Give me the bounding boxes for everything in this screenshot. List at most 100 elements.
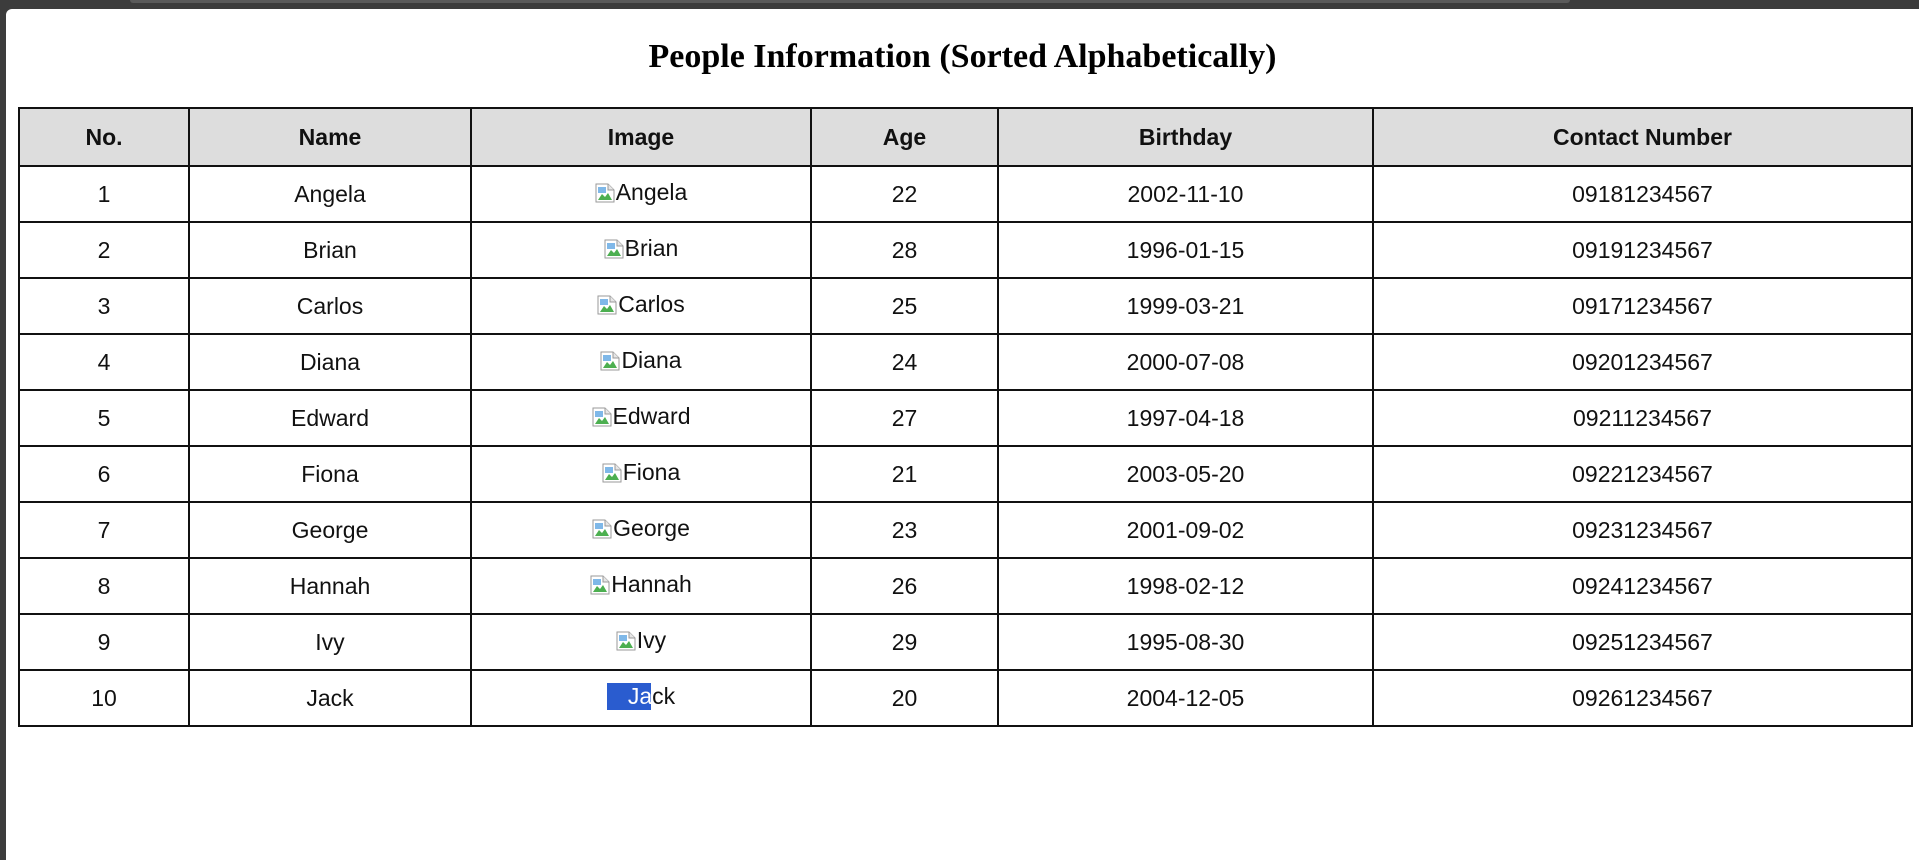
person-image: Hannah — [590, 571, 692, 598]
cell-name: Carlos — [188, 277, 472, 335]
table-row: 9 Ivy Ivy 29 1995-08-30 09251234567 — [18, 613, 1913, 671]
cell-contact-number: 09181234567 — [1372, 165, 1913, 223]
cell-image: Diana — [470, 333, 812, 391]
cell-age: 22 — [810, 165, 999, 223]
cell-birthday: 1999-03-21 — [997, 277, 1374, 335]
cell-image: Jack — [470, 669, 812, 727]
image-alt-text: Edward — [612, 403, 691, 430]
cell-image: Edward — [470, 389, 812, 447]
cell-birthday: 1995-08-30 — [997, 613, 1374, 671]
cell-contact-number: 09221234567 — [1372, 445, 1913, 503]
cell-image: Hannah — [470, 557, 812, 615]
cell-no: 9 — [18, 613, 190, 671]
table-row: 5 Edward Edward 27 1997-04-18 0921123456… — [18, 389, 1913, 447]
cell-name: Ivy — [188, 613, 472, 671]
cell-contact-number: 09241234567 — [1372, 557, 1913, 615]
image-alt-text: Fiona — [622, 459, 681, 486]
image-alt-text: Brian — [624, 235, 679, 262]
cell-birthday: 1998-02-12 — [997, 557, 1374, 615]
cell-name: Fiona — [188, 445, 472, 503]
person-image: Jack — [606, 683, 676, 711]
table-row: 10 Jack Jack 20 2004-12-05 09261234567 — [18, 669, 1913, 727]
person-image: Fiona — [602, 459, 681, 486]
cell-age: 26 — [810, 557, 999, 615]
browser-top-bar — [130, 0, 1570, 3]
cell-name: Brian — [188, 221, 472, 279]
table-row: 6 Fiona Fiona 21 2003-05-20 09221234567 — [18, 445, 1913, 503]
table-row: 7 George George 23 2001-09-02 0923123456… — [18, 501, 1913, 559]
person-image: Edward — [592, 403, 691, 430]
cell-no: 3 — [18, 277, 190, 335]
broken-image-icon — [592, 407, 612, 427]
cell-age: 25 — [810, 277, 999, 335]
person-image: George — [592, 515, 690, 542]
image-alt-text: Diana — [621, 347, 682, 374]
broken-image-icon — [590, 575, 610, 595]
cell-no: 10 — [18, 669, 190, 727]
page-content: People Information (Sorted Alphabeticall… — [6, 9, 1919, 860]
person-image: Brian — [604, 235, 679, 262]
image-alt-text: George — [613, 515, 690, 542]
image-alt-text: Jack — [628, 683, 675, 710]
broken-image-icon — [597, 295, 617, 315]
broken-image-icon — [592, 519, 612, 539]
cell-no: 1 — [18, 165, 190, 223]
image-alt-text: Hannah — [611, 571, 692, 598]
cell-image: George — [470, 501, 812, 559]
person-image: Carlos — [597, 291, 685, 318]
cell-name: Diana — [188, 333, 472, 391]
column-header-image: Image — [470, 107, 812, 167]
cell-birthday: 2003-05-20 — [997, 445, 1374, 503]
cell-image: Brian — [470, 221, 812, 279]
cell-no: 6 — [18, 445, 190, 503]
cell-age: 24 — [810, 333, 999, 391]
table-body: 1 Angela Angela 22 2002-11-10 0918123456… — [18, 165, 1913, 727]
broken-image-icon — [616, 631, 636, 651]
broken-image-icon — [604, 239, 624, 259]
cell-name: Edward — [188, 389, 472, 447]
cell-contact-number: 09171234567 — [1372, 277, 1913, 335]
cell-name: Jack — [188, 669, 472, 727]
cell-birthday: 2002-11-10 — [997, 165, 1374, 223]
cell-image: Angela — [470, 165, 812, 223]
cell-no: 7 — [18, 501, 190, 559]
cell-birthday: 2001-09-02 — [997, 501, 1374, 559]
cell-birthday: 2004-12-05 — [997, 669, 1374, 727]
cell-name: Hannah — [188, 557, 472, 615]
cell-no: 2 — [18, 221, 190, 279]
table-row: 4 Diana Diana 24 2000-07-08 09201234567 — [18, 333, 1913, 391]
cell-no: 5 — [18, 389, 190, 447]
selected-text: Ja — [627, 683, 653, 710]
image-alt-text: Carlos — [618, 291, 685, 318]
cell-age: 20 — [810, 669, 999, 727]
image-alt-text: Ivy — [636, 627, 667, 654]
column-header-birthday: Birthday — [997, 107, 1374, 167]
cell-birthday: 1997-04-18 — [997, 389, 1374, 447]
table-row: 1 Angela Angela 22 2002-11-10 0918123456… — [18, 165, 1913, 223]
cell-contact-number: 09201234567 — [1372, 333, 1913, 391]
person-image: Ivy — [616, 627, 666, 654]
table-row: 2 Brian Brian 28 1996-01-15 09191234567 — [18, 221, 1913, 279]
cell-contact-number: 09231234567 — [1372, 501, 1913, 559]
column-header-contact-number: Contact Number — [1372, 107, 1913, 167]
cell-age: 21 — [810, 445, 999, 503]
broken-image-icon — [595, 183, 615, 203]
cell-age: 28 — [810, 221, 999, 279]
column-header-no: No. — [18, 107, 190, 167]
cell-image: Ivy — [470, 613, 812, 671]
person-image: Angela — [595, 179, 687, 206]
cell-no: 8 — [18, 557, 190, 615]
broken-image-icon — [600, 351, 620, 371]
cell-image: Fiona — [470, 445, 812, 503]
cell-name: Angela — [188, 165, 472, 223]
person-image: Diana — [600, 347, 682, 374]
unselected-text: ck — [652, 683, 676, 710]
table-row: 8 Hannah Hannah 26 1998-02-12 0924123456… — [18, 557, 1913, 615]
cell-age: 23 — [810, 501, 999, 559]
cell-contact-number: 09251234567 — [1372, 613, 1913, 671]
column-header-age: Age — [810, 107, 999, 167]
cell-birthday: 1996-01-15 — [997, 221, 1374, 279]
people-table: No. Name Image Age Birthday Contact Numb… — [18, 107, 1913, 727]
cell-age: 29 — [810, 613, 999, 671]
cell-image: Carlos — [470, 277, 812, 335]
